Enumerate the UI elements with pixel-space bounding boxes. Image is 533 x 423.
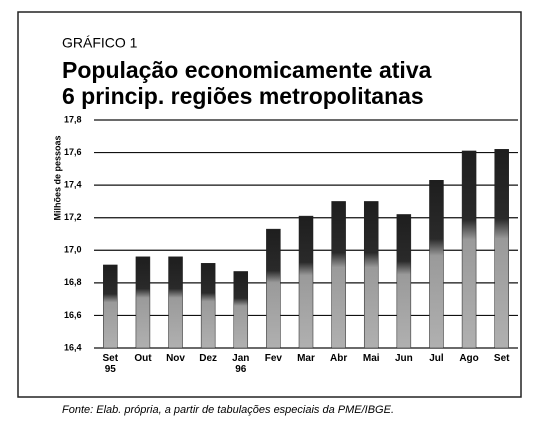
y-tick-label: 17,6: [64, 147, 82, 157]
y-tick-label: 17,0: [64, 245, 82, 255]
bar: [494, 149, 509, 349]
y-tick-label: 16,8: [64, 277, 82, 287]
chart-subtitle: 6 princip. regiões metropolitanas: [62, 83, 424, 109]
bar: [331, 201, 346, 349]
x-tick-label: Jan 96: [232, 353, 250, 375]
bar: [461, 150, 477, 349]
x-tick-label: Mar: [297, 353, 315, 364]
bar: [266, 228, 281, 349]
x-tick-label: Ago: [459, 353, 479, 364]
x-tick-label: Nov: [166, 353, 185, 364]
x-tick-label: Abr: [329, 353, 348, 364]
bar: [168, 256, 183, 349]
x-tick-label: Jun: [394, 353, 413, 364]
x-tick-label: Set 95: [102, 353, 119, 375]
y-tick-label: 16,4: [64, 342, 82, 352]
bar: [298, 215, 314, 349]
x-tick-label: Set: [493, 353, 510, 364]
bar: [396, 214, 412, 349]
bar: [233, 271, 249, 349]
y-tick-label: 17,2: [64, 212, 82, 222]
frame: [17, 11, 522, 398]
y-tick-label: 16,6: [64, 310, 82, 320]
bar: [363, 201, 379, 349]
x-tick-label: Out: [134, 353, 152, 364]
chart-label: GRÁFICO 1: [62, 35, 138, 51]
chart-title: População economicamente ativa: [62, 57, 432, 83]
y-tick-label: 17,4: [64, 180, 82, 190]
bar: [103, 264, 118, 349]
x-tick-label: Fev: [264, 353, 282, 364]
bar: [200, 263, 216, 349]
y-tick-label: 17,8: [64, 114, 82, 124]
source: Fonte: Elab. própria, a partir de tabula…: [62, 404, 394, 416]
bar: [429, 180, 444, 349]
x-tick-label: Dez: [199, 353, 218, 364]
bar: [135, 256, 151, 349]
y-axis-label: Milhões de pessoas: [52, 135, 62, 220]
x-tick-label: Mai: [362, 353, 380, 364]
x-tick-label: Jul: [429, 353, 444, 364]
